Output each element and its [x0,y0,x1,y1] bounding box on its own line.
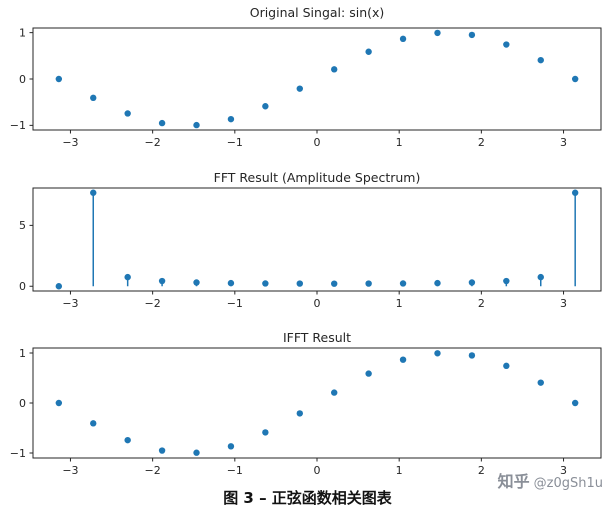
watermark-handle: @z0gSh1u [533,476,603,491]
x-tick-label: 0 [314,297,321,310]
data-point [90,94,97,102]
plot-axes-ifft-result: −3 −2 −1 0 1 2 3 −1 0 1 [10,347,602,477]
x-tick-label: −2 [145,136,161,149]
data-point [365,48,372,55]
x-tick-label: −1 [227,136,243,149]
data-point [55,75,63,83]
y-tick-label: −1 [10,447,26,460]
data-point [90,189,97,196]
data-point [399,280,407,287]
x-tick-label: 3 [560,297,567,310]
data-point [537,273,544,281]
data-point [124,436,131,444]
data-point [434,350,441,357]
data-point [158,277,166,285]
data-point [365,370,372,377]
data-point [537,56,544,64]
data-point [468,352,476,359]
data-point [571,399,579,407]
y-tick-label: 0 [19,397,26,410]
data-point [124,110,131,117]
x-tick-label: −1 [227,297,243,310]
data-point [331,389,338,396]
data-point [331,280,338,287]
data-point [365,280,372,287]
x-tick-label: 2 [478,136,485,149]
x-tick-label: 3 [560,136,567,149]
data-point [571,189,579,196]
data-point [262,280,269,287]
data-point [193,279,200,286]
y-tick-label: −1 [10,119,26,132]
data-point [227,115,235,123]
plot-title-fft-result: FFT Result (Amplitude Spectrum) [213,170,421,185]
data-point [227,443,235,450]
axes-frame [32,27,602,131]
axes-frame [32,347,602,459]
axes-frame [32,187,602,292]
figure-caption: 图 3 – 正弦函数相关图表 [223,489,392,507]
data-point [124,273,131,281]
data-point [503,362,510,370]
x-tick-label: −2 [145,297,161,310]
x-tick-label: 0 [314,464,321,477]
x-tick-label: 0 [314,136,321,149]
plot-title-ifft-result: IFFT Result [282,330,352,345]
x-tick-label: −3 [62,464,78,477]
y-tick-label: 1 [19,26,26,39]
data-point [193,449,200,456]
data-point [158,447,166,454]
y-tick-label: 0 [19,280,26,293]
data-point [158,119,166,127]
data-point [227,279,235,287]
data-point [434,279,441,287]
data-point [399,35,407,43]
data-point [571,75,579,83]
subplot-original-signal: Original Singal: sin(x) −3 −2 −1 0 1 2 3 −1 0 1 [0,0,615,158]
subplot-ifft-result: IFFT Result −3 −2 −1 0 1 2 3 −1 0 1 [0,318,615,480]
data-point [55,283,63,290]
plot-title-original-signal: Original Singal: sin(x) [249,5,385,20]
data-point [503,41,510,48]
data-point [468,279,476,286]
watermark-brand: 知乎 [497,472,530,491]
data-point [296,280,303,287]
x-tick-label: 1 [396,136,403,149]
x-tick-label: 1 [396,297,403,310]
data-point [262,429,269,436]
y-tick-label: 5 [19,219,26,232]
x-tick-label: −2 [145,464,161,477]
x-tick-label: 1 [396,464,403,477]
y-tick-label: 0 [19,73,26,86]
data-point [296,410,303,417]
data-point [296,85,303,92]
data-point [399,356,407,363]
plot-axes-fft-result: −3 −2 −1 0 1 2 3 0 5 [19,187,602,310]
x-tick-label: 2 [478,297,485,310]
plot-axes-original-signal: −3 −2 −1 0 1 2 3 −1 0 1 [10,26,602,149]
data-point [55,399,63,407]
data-point [434,29,441,37]
x-tick-label: −1 [227,464,243,477]
data-point [503,277,510,285]
data-point [193,121,200,129]
x-tick-label: 3 [560,464,567,477]
data-point [468,31,476,39]
watermark: 知乎 @z0gSh1u [498,468,603,492]
x-tick-label: 2 [478,464,485,477]
x-tick-label: −3 [62,297,78,310]
data-point [90,420,97,427]
data-point [537,379,544,386]
x-tick-label: −3 [62,136,78,149]
data-point [331,66,338,73]
y-tick-label: 1 [19,347,26,360]
data-point [262,103,269,110]
subplot-fft-result: FFT Result (Amplitude Spectrum) −3 −2 −1 0 1… [0,158,615,318]
